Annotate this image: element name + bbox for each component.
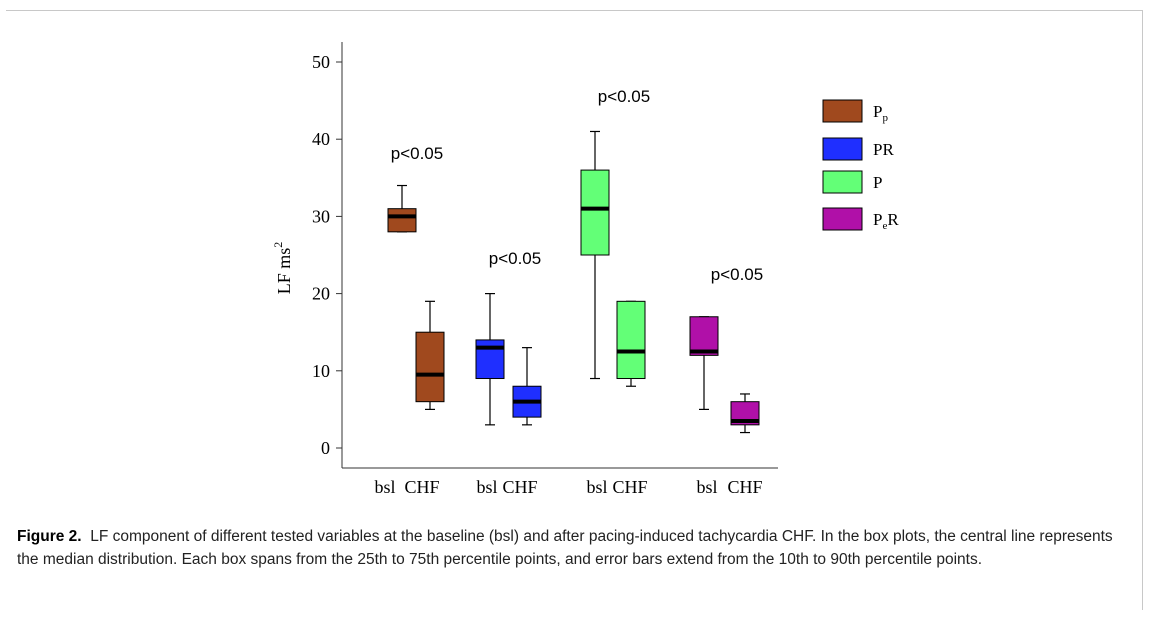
figure-caption: Figure 2. LF component of different test… [17,526,1127,571]
x-tick-label: bsl [586,477,607,497]
box [689,316,719,356]
legend-label: PeR [873,210,899,232]
y-tick-label: 40 [312,129,330,149]
legend-swatch [822,99,863,123]
x-tick-label: CHF [612,477,647,497]
x-tick-label: bsl [476,477,497,497]
y-axis-label: LF ms2 [271,242,294,295]
x-tick-label: bsl [374,477,395,497]
box [415,331,445,403]
x-tick-label: bsl [696,477,717,497]
caption-label: Figure 2. [17,528,82,545]
p-value-annotation: p<0.05 [711,265,763,284]
y-tick-label: 30 [312,206,330,226]
p-value-annotation: p<0.05 [489,249,541,268]
y-tick-label: 50 [312,52,330,72]
x-tick-label: CHF [502,477,537,497]
legend-label: PR [873,140,894,159]
legend-swatch [822,137,863,161]
figure-frame [6,10,1143,610]
legend-label: Pp [873,102,888,124]
legend-swatch [822,170,863,194]
y-tick-label: 20 [312,284,330,304]
x-tick-label: CHF [727,477,762,497]
y-tick-label: 10 [312,361,330,381]
box [387,208,417,233]
y-tick-label: 0 [321,438,330,458]
caption-text: LF component of different tested variabl… [17,528,1113,568]
x-tick-label: CHF [404,477,439,497]
box [580,169,610,256]
p-value-annotation: p<0.05 [598,87,650,106]
box [616,300,646,380]
legend-label: P [873,173,882,192]
legend-swatch [822,207,863,231]
p-value-annotation: p<0.05 [391,144,443,163]
